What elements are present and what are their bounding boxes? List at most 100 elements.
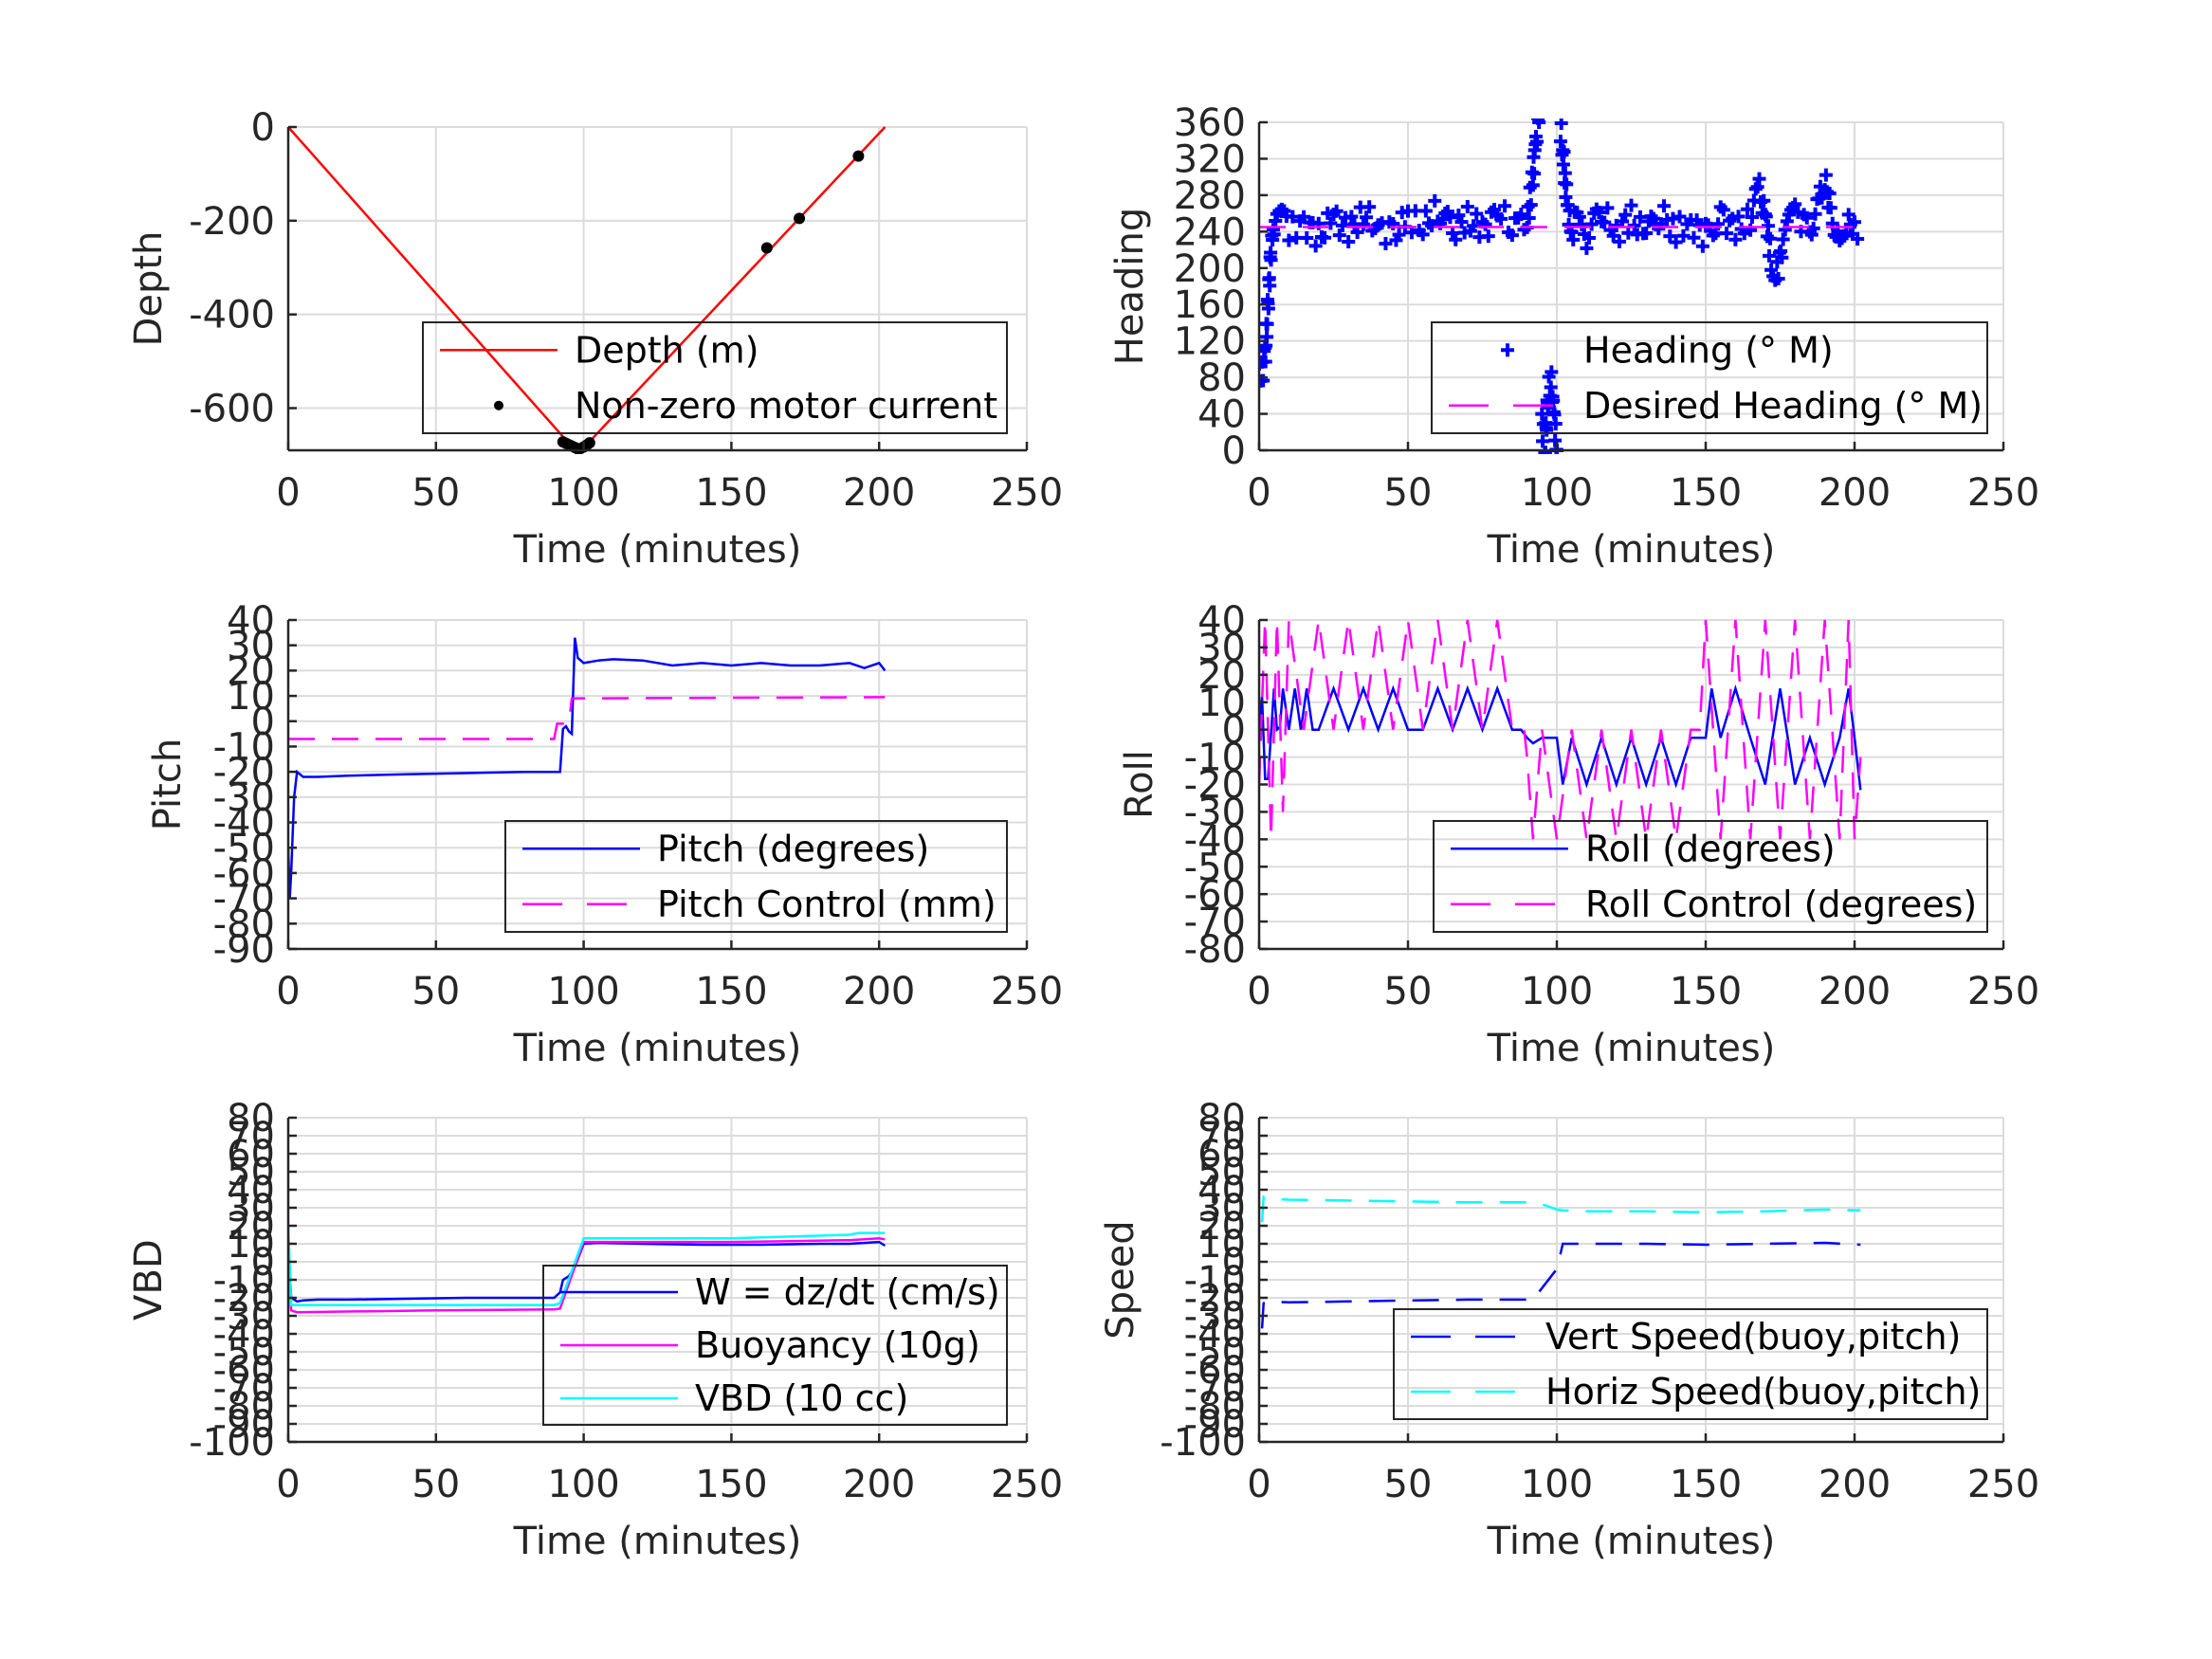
data-point <box>1362 200 1377 214</box>
y-tick-label: 80 <box>1197 356 1246 400</box>
legend-depth: Depth (m) Non-zero motor current <box>422 321 1008 434</box>
data-point <box>1592 206 1606 220</box>
data-point <box>1505 228 1519 243</box>
x-tick-label: 0 <box>276 471 300 515</box>
legend-pitch: Pitch (degrees) Pitch Control (mm) <box>504 820 1008 933</box>
y-tick-label: -40 <box>213 1313 275 1357</box>
data-point <box>1848 215 1861 229</box>
y-tick-label: -60 <box>1184 873 1246 917</box>
data-point <box>1335 218 1349 232</box>
data-point <box>1745 210 1759 224</box>
legend-marker <box>1501 343 1514 357</box>
series-line <box>288 1240 887 1304</box>
data-point <box>1530 135 1545 149</box>
data-point <box>1808 207 1822 221</box>
data-point <box>1524 198 1538 212</box>
data-point <box>1286 210 1300 224</box>
y-tick-label: -100 <box>189 1421 275 1465</box>
data-point <box>1392 228 1406 242</box>
x-tick-label: 100 <box>547 1463 619 1506</box>
data-point <box>1711 217 1726 231</box>
x-tick-label: 50 <box>1384 1463 1433 1506</box>
legend-box <box>504 820 1008 933</box>
series-speed-1 <box>1260 1194 1861 1223</box>
data-point <box>1558 166 1572 180</box>
plot-area-speed <box>1260 1194 1861 1329</box>
plot-area-vbd <box>288 1225 887 1314</box>
y-tick-label: -60 <box>213 852 275 896</box>
data-point <box>1554 118 1568 130</box>
x-tick-label: 150 <box>695 970 767 1013</box>
legend-speed: Vert Speed(buoy,pitch) Horiz Speed(buoy,p… <box>1393 1308 1988 1420</box>
data-point <box>1560 177 1574 191</box>
x-tick-label: 0 <box>276 1463 300 1506</box>
y-tick-label: 0 <box>251 1241 275 1285</box>
data-point <box>1761 219 1775 233</box>
data-point <box>1764 231 1778 246</box>
y-tick-label: -20 <box>1184 1277 1246 1321</box>
y-tick-label: 20 <box>227 1205 275 1249</box>
legend-vbd: W = dz/dt (cm/s) Buoyancy (10g) VBD (10 cc… <box>542 1265 1008 1426</box>
data-point <box>1342 234 1356 248</box>
legend-label: W = dz/dt (cm/s) <box>695 1271 1000 1313</box>
y-tick-label: -70 <box>1184 901 1246 944</box>
data-point <box>1598 215 1612 229</box>
data-point <box>1538 446 1552 454</box>
x-tick-label: 250 <box>991 970 1063 1013</box>
y-tick-label: -30 <box>213 1295 275 1339</box>
data-point <box>1819 168 1833 182</box>
y-tick-label: -30 <box>1184 1295 1246 1339</box>
data-point <box>760 242 773 254</box>
data-point <box>1580 241 1594 255</box>
data-point <box>1600 201 1615 215</box>
data-point <box>1800 210 1814 225</box>
y-tick-label: 0 <box>1222 429 1246 473</box>
x-tick-label: 200 <box>843 471 915 515</box>
y-tick-label: 320 <box>1174 137 1246 181</box>
data-point <box>1666 211 1680 226</box>
data-point <box>1449 232 1463 246</box>
data-point <box>1467 219 1481 233</box>
y-tick-label: 60 <box>227 1133 275 1176</box>
data-point <box>1553 135 1567 149</box>
plot-area-heading <box>1259 118 1865 454</box>
x-axis-label: Time (minutes) <box>513 1027 802 1070</box>
x-tick-label: 50 <box>1384 970 1433 1013</box>
data-point <box>1546 393 1561 408</box>
y-tick-label: 10 <box>1197 682 1246 725</box>
y-tick-label: 50 <box>227 1151 275 1194</box>
data-point <box>1261 301 1275 316</box>
x-tick-label: 150 <box>1670 970 1742 1013</box>
data-point <box>1841 208 1856 222</box>
series-speed-0 <box>1260 1241 1861 1329</box>
x-axis-label: Time (minutes) <box>513 528 802 572</box>
y-tick-label: -20 <box>213 751 275 794</box>
data-point <box>1308 239 1323 253</box>
data-point <box>1470 207 1484 221</box>
data-point <box>1329 204 1344 218</box>
legend-box <box>1433 820 1988 933</box>
y-tick-label: -10 <box>1184 1259 1246 1303</box>
data-point <box>1644 210 1658 224</box>
series-heading-0 <box>1259 118 1865 454</box>
series-line <box>1260 1241 1861 1329</box>
data-point <box>1716 203 1730 217</box>
data-point <box>1260 317 1274 331</box>
legend-label: Buoyancy (10g) <box>695 1324 980 1366</box>
y-tick-label: -70 <box>213 878 275 921</box>
data-point <box>1706 228 1720 243</box>
legend-label: Depth (m) <box>575 329 759 371</box>
data-point <box>1460 200 1474 214</box>
data-point <box>1624 198 1638 212</box>
data-point <box>1532 118 1546 129</box>
legend-label: Roll Control (degrees) <box>1585 884 1977 925</box>
data-point <box>1806 221 1820 235</box>
y-tick-label: -400 <box>189 294 275 337</box>
legend-label: Horiz Speed(buoy,pitch) <box>1545 1371 1981 1413</box>
data-point <box>1356 217 1370 231</box>
x-tick-label: 250 <box>991 471 1063 515</box>
data-point <box>583 437 595 449</box>
y-tick-label: 280 <box>1174 174 1246 218</box>
axes-speed: 0 50 100 150 200 250-100-90-80-70-60-50-40-30… <box>1099 1097 2039 1563</box>
